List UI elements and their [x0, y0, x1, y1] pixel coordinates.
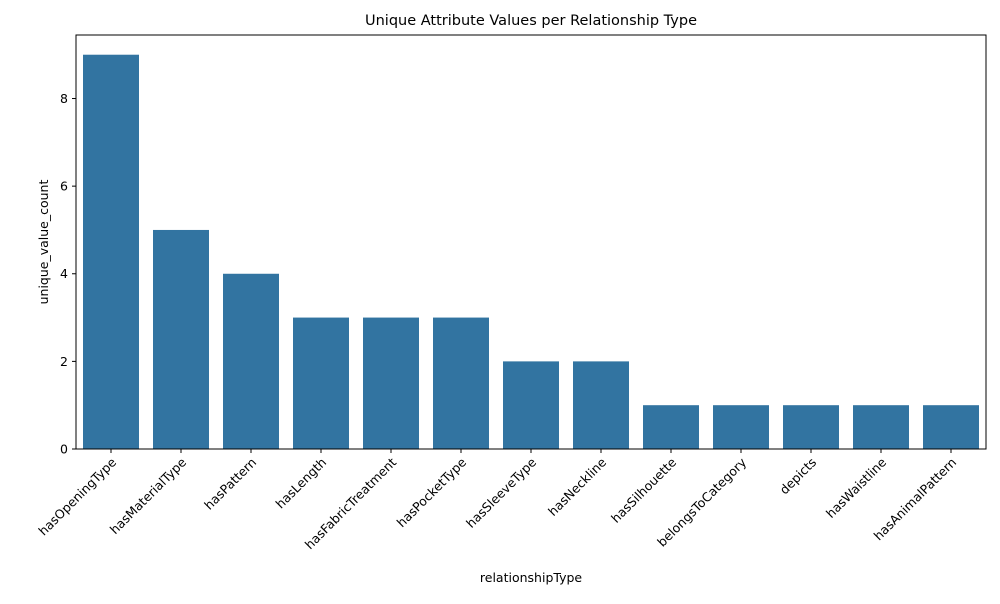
bar-hasAnimalPattern: [923, 405, 979, 449]
bars-group: [83, 54, 979, 449]
bar-hasWaistline: [853, 405, 909, 449]
y-tick-label: 6: [60, 179, 68, 194]
y-tick-label: 8: [60, 91, 68, 106]
y-axis-label: unique_value_count: [36, 180, 51, 305]
x-tick-label: hasWaistline: [823, 454, 890, 521]
x-tick-label: hasMaterialType: [107, 454, 190, 537]
x-tick-label: hasSilhouette: [608, 454, 679, 525]
y-tick-label: 2: [60, 354, 68, 369]
plot-frame: [75, 34, 987, 450]
bar-hasPattern: [223, 273, 279, 449]
bar-depicts: [783, 405, 839, 449]
x-tick-label: hasPattern: [201, 455, 259, 513]
bar-hasSleeveType: [503, 361, 559, 449]
bar-belongsToCategory: [713, 405, 769, 449]
bar-hasFabricTreatment: [363, 317, 419, 449]
bar-hasOpeningType: [83, 54, 139, 449]
y-tick-label: 0: [60, 441, 68, 456]
x-tick-label: hasPocketType: [394, 454, 470, 530]
bar-hasSilhouette: [643, 405, 699, 449]
bar-hasPocketType: [433, 317, 489, 449]
bar-hasNeckline: [573, 361, 629, 449]
y-tick-label: 4: [60, 266, 68, 281]
x-tick-label: hasSleeveType: [463, 454, 539, 530]
chart-title: Unique Attribute Values per Relationship…: [365, 13, 697, 29]
y-axis: 0 2 4 6 8: [60, 91, 76, 456]
bar-hasLength: [293, 317, 349, 449]
x-tick-label: hasLength: [272, 455, 329, 512]
x-tick-label: hasNeckline: [545, 454, 609, 518]
x-tick-label: depicts: [777, 455, 820, 498]
bar-hasMaterialType: [153, 229, 209, 449]
x-axis-label: relationshipType: [480, 570, 582, 585]
